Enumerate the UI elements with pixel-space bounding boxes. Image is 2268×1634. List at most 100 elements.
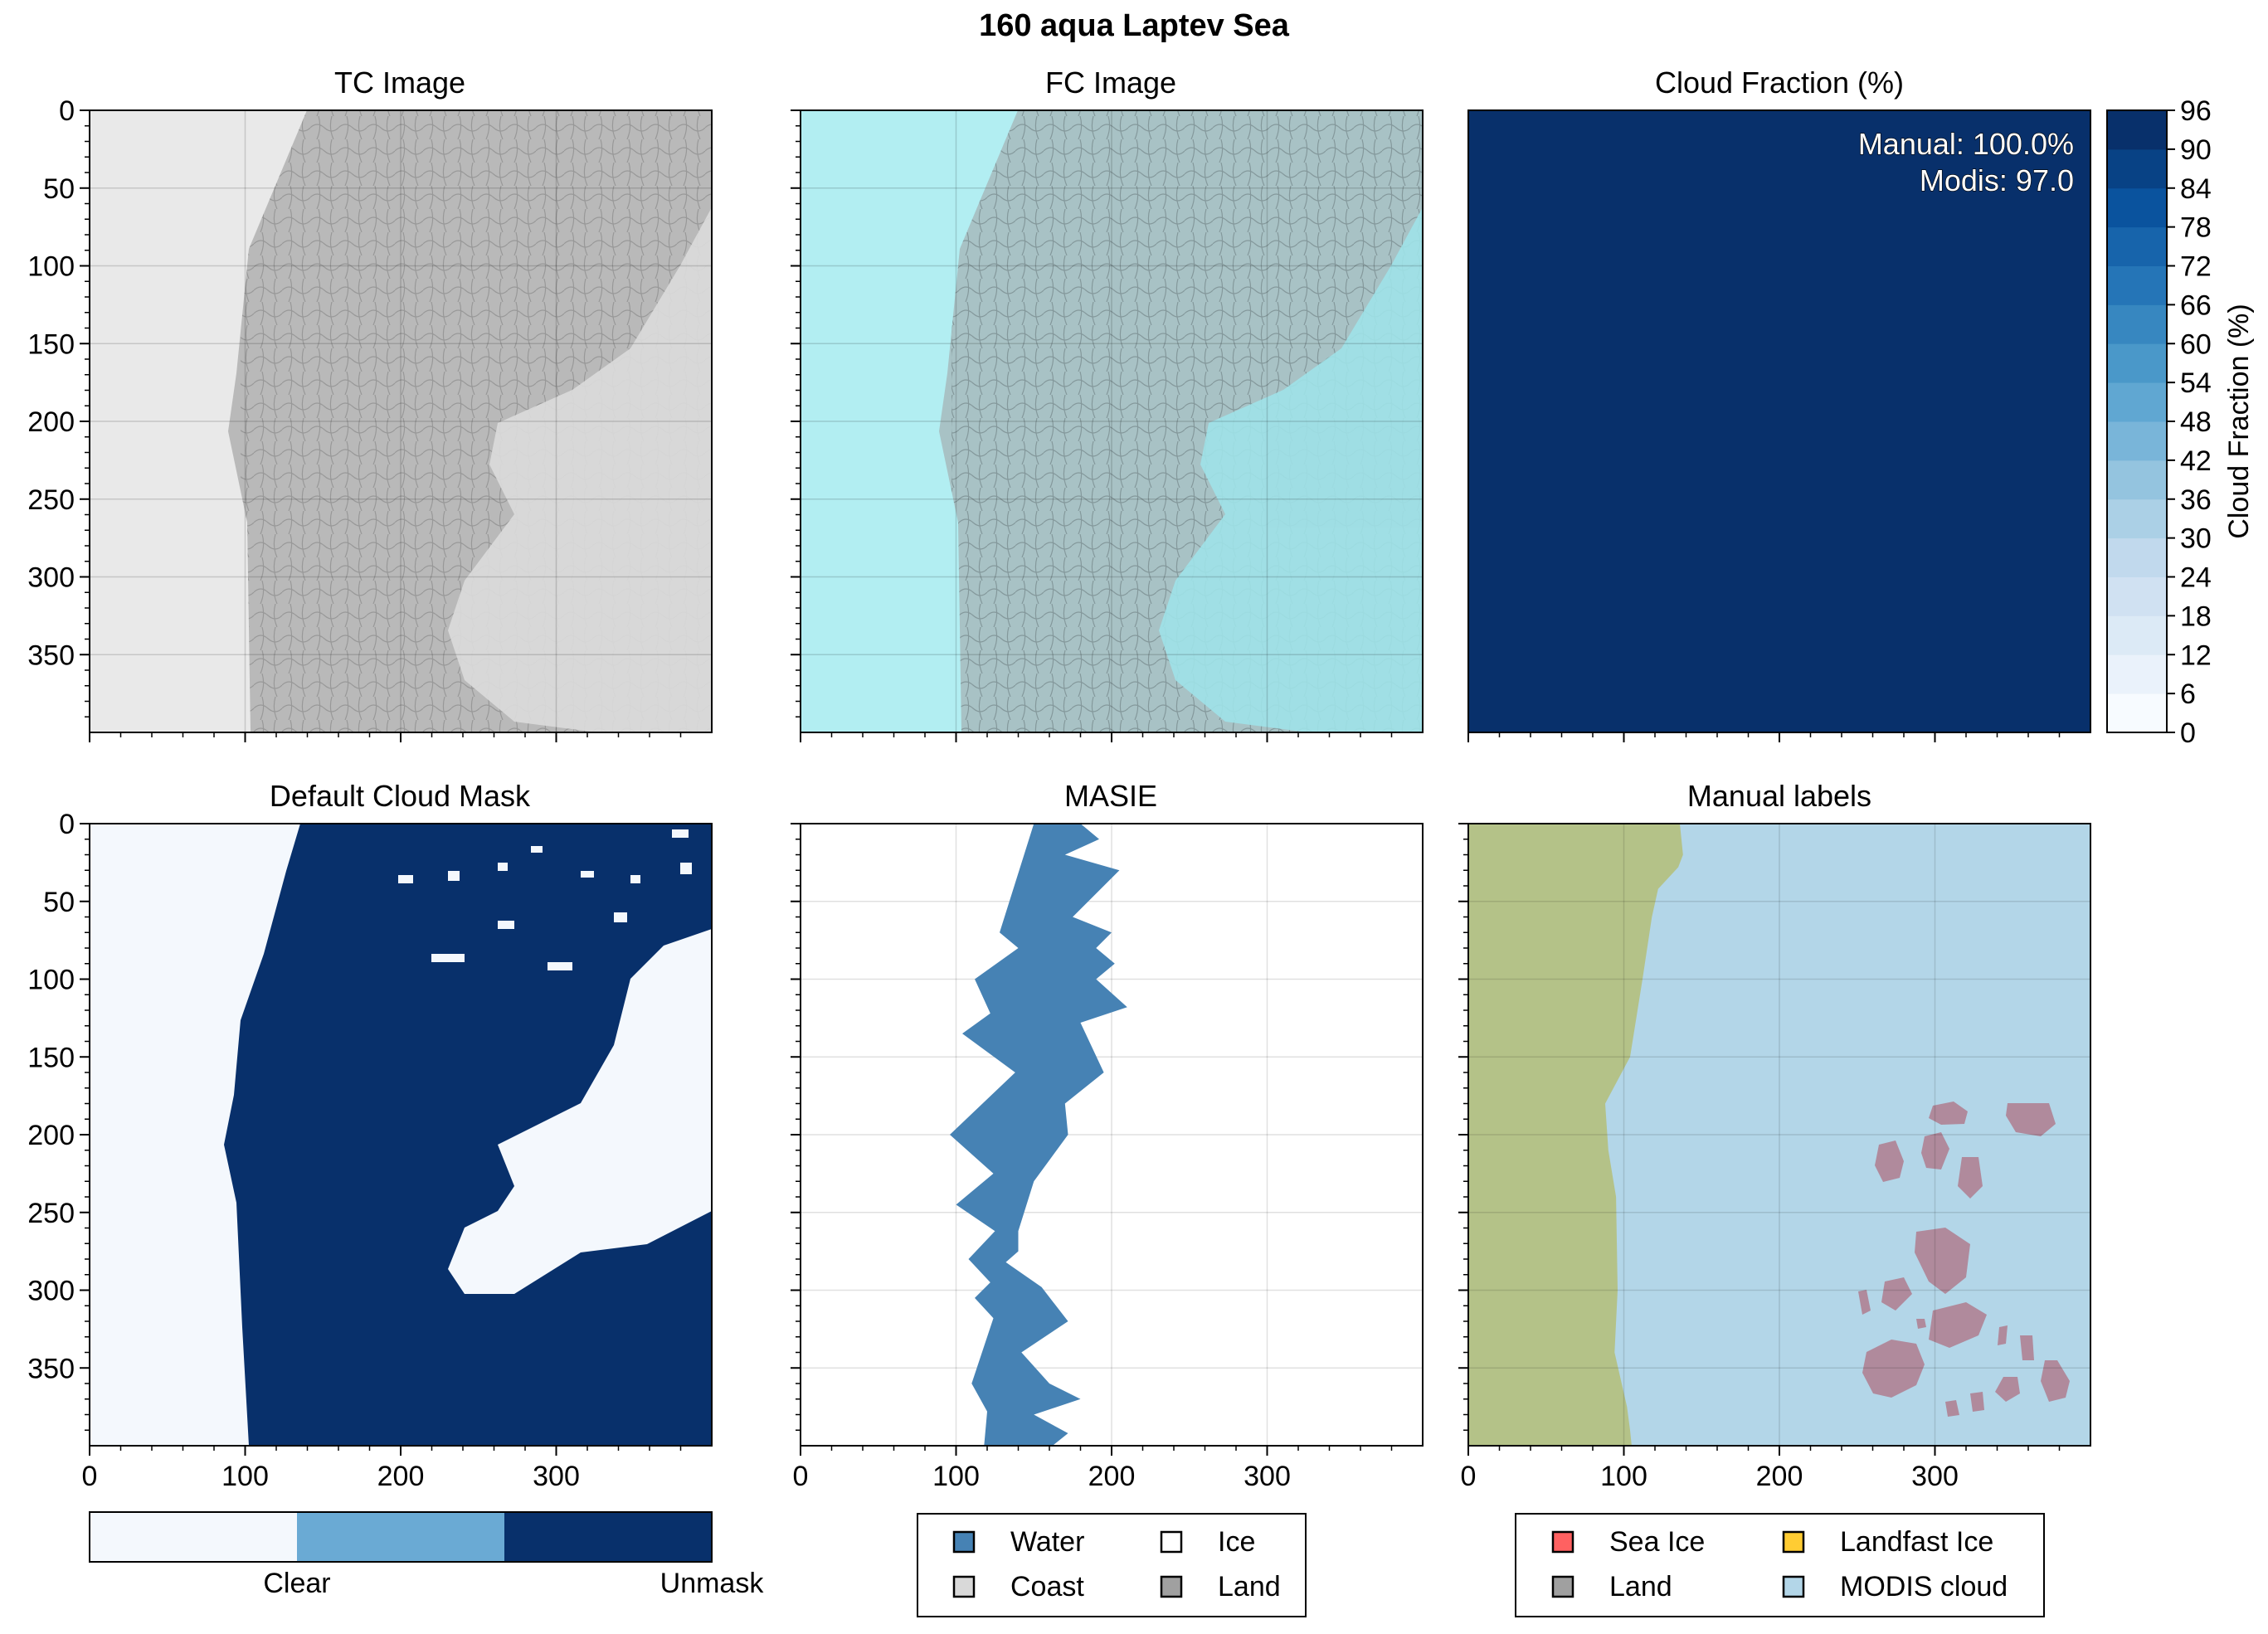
x-tick-label: 300 (1911, 1461, 1959, 1492)
manual-land-region (1468, 824, 1683, 1446)
x-tick-label: 200 (1756, 1461, 1803, 1492)
manual-legend-frame (1515, 1513, 2045, 1617)
masie-xaxis-ticks: 0 100 200 300 (793, 1446, 1393, 1492)
legend-label-land-manual: Land (1609, 1571, 1672, 1602)
colorbar-cell (2107, 265, 2167, 305)
y-tick-label: 350 (27, 1353, 75, 1384)
colorbar-label: Cloud Fraction (%) (2223, 304, 2255, 538)
cloud-mask-colorbar: Clear Unmask (89, 1511, 765, 1599)
panel-masie: MASIE 0 100 200 300 Water Ice Coast Land (791, 779, 1424, 1617)
legend-label-ice: Ice (1218, 1526, 1255, 1558)
figure-title: 160 aqua Laptev Sea (979, 8, 1289, 43)
mask-colorbar-label-clear: Clear (263, 1568, 330, 1599)
mask-colorbar-mid (297, 1512, 504, 1562)
masie-background (801, 824, 1423, 1446)
colorbar-cell (2107, 343, 2167, 383)
legend-label-coast: Coast (1010, 1571, 1084, 1602)
colorbar-tick-label: 36 (2180, 484, 2212, 516)
cloud-fraction-annotation-manual: Manual: 100.0% (1858, 127, 2074, 161)
cloud-mask-xaxis-ticks: 0 100 200 300 (82, 1446, 682, 1492)
cloud-mask-yaxis-ticks: 0 50 100 150 200 250 300 350 (27, 809, 90, 1431)
panel-title-tc: TC Image (334, 66, 465, 100)
panel-title-manual-labels: Manual labels (1687, 779, 1871, 813)
colorbar-tick-label: 96 (2180, 95, 2212, 127)
colorbar-tick-label: 48 (2180, 406, 2212, 438)
colorbar-cell (2107, 187, 2167, 228)
colorbar-tick-label: 90 (2180, 134, 2212, 166)
cloud-fraction-annotation-modis: Modis: 97.0 (1920, 163, 2074, 197)
colorbar-tick-label: 6 (2180, 678, 2196, 710)
y-tick-label: 250 (27, 484, 75, 516)
fc-yaxis-ticks (791, 109, 801, 717)
colorbar-cell (2107, 382, 2167, 422)
colorbar: 0 6 12 18 24 30 36 42 48 54 60 66 72 78 84 90 96 Cloud F… (2106, 95, 2255, 749)
legend-swatch-ice (1160, 1530, 1183, 1554)
y-tick-label: 50 (43, 173, 75, 205)
colorbar-tick-label: 54 (2180, 367, 2212, 399)
x-tick-label: 100 (932, 1461, 980, 1492)
tc-gridlines (90, 110, 712, 732)
y-tick-label: 100 (27, 965, 75, 996)
colorbar-cell (2107, 110, 2167, 150)
y-tick-label: 200 (27, 406, 75, 438)
x-tick-label: 200 (377, 1461, 425, 1492)
y-tick-label: 350 (27, 639, 75, 671)
panel-tc-image: TC Image 0 50 100 150 200 250 300 350 (27, 66, 713, 742)
panel-title-cloud-fraction: Cloud Fraction (%) (1655, 66, 1904, 100)
fc-gridlines (801, 110, 1423, 732)
legend-swatch-sea-ice (1551, 1530, 1574, 1554)
x-tick-label: 300 (1244, 1461, 1291, 1492)
tc-xaxis-ticks (89, 732, 682, 742)
panel-cloud-fraction: Cloud Fraction (%) Manual: 100.0% Modis:… (1467, 66, 2255, 749)
colorbar-tick-label: 0 (2180, 717, 2196, 749)
colorbar-cell (2107, 693, 2167, 733)
colorbar-cell (2107, 226, 2167, 266)
legend-swatch-land (1551, 1575, 1574, 1598)
y-tick-label: 300 (27, 1276, 75, 1307)
mask-colorbar-clear (90, 1512, 297, 1562)
masie-water-region (950, 824, 1127, 1446)
colorbar-tick-label: 12 (2180, 639, 2212, 671)
mask-colorbar-unmask (504, 1512, 712, 1562)
manual-legend: Sea Ice Landfast Ice Land MODIS cloud (1515, 1513, 2045, 1617)
colorbar-cell (2107, 304, 2167, 344)
fc-xaxis-ticks (800, 732, 1393, 742)
legend-label-water: Water (1010, 1526, 1084, 1558)
panel-title-masie: MASIE (1064, 779, 1157, 813)
x-tick-label: 100 (221, 1461, 269, 1492)
colorbar-cell (2107, 498, 2167, 539)
panel-fc-image: FC Image (791, 66, 1424, 742)
colorbar-tick-label: 42 (2180, 445, 2212, 477)
masie-legend: Water Ice Coast Land (917, 1513, 1307, 1617)
y-tick-label: 200 (27, 1120, 75, 1151)
mask-colorbar-label-unmask: Unmask (660, 1568, 765, 1599)
legend-label-modis-cloud: MODIS cloud (1840, 1571, 2008, 1602)
y-tick-label: 100 (27, 251, 75, 283)
colorbar-cell (2107, 148, 2167, 189)
fc-cloud-patches (1159, 207, 1423, 732)
y-tick-label: 250 (27, 1198, 75, 1229)
legend-swatch-water (952, 1530, 976, 1554)
masie-legend-frame (917, 1513, 1307, 1617)
mask-colorbar-frame (89, 1511, 713, 1563)
manual-gridlines (1468, 824, 2090, 1446)
manual-yaxis-ticks (1458, 823, 1468, 1431)
mask-clear-specks (398, 829, 692, 970)
colorbar-tick-label: 18 (2180, 601, 2212, 632)
tc-cloud-patches (448, 207, 712, 732)
cloud-fraction-xaxis-ticks (1467, 732, 2061, 742)
colorbar-ticks: 0 6 12 18 24 30 36 42 48 54 60 66 72 78 84 90 96 (2167, 95, 2212, 749)
x-tick-label: 100 (1600, 1461, 1647, 1492)
colorbar-cell (2107, 421, 2167, 461)
y-tick-label: 0 (59, 95, 75, 127)
colorbar-cell (2107, 615, 2167, 655)
y-tick-label: 50 (43, 887, 75, 918)
colorbar-cell (2107, 537, 2167, 577)
colorbar-tick-label: 78 (2180, 212, 2212, 244)
manual-sea-ice-floes (1858, 1101, 2070, 1417)
tc-yaxis-ticks: 0 50 100 150 200 250 300 350 (27, 95, 90, 717)
colorbar-cell (2107, 576, 2167, 616)
legend-label-landfast-ice: Landfast Ice (1840, 1526, 1993, 1558)
